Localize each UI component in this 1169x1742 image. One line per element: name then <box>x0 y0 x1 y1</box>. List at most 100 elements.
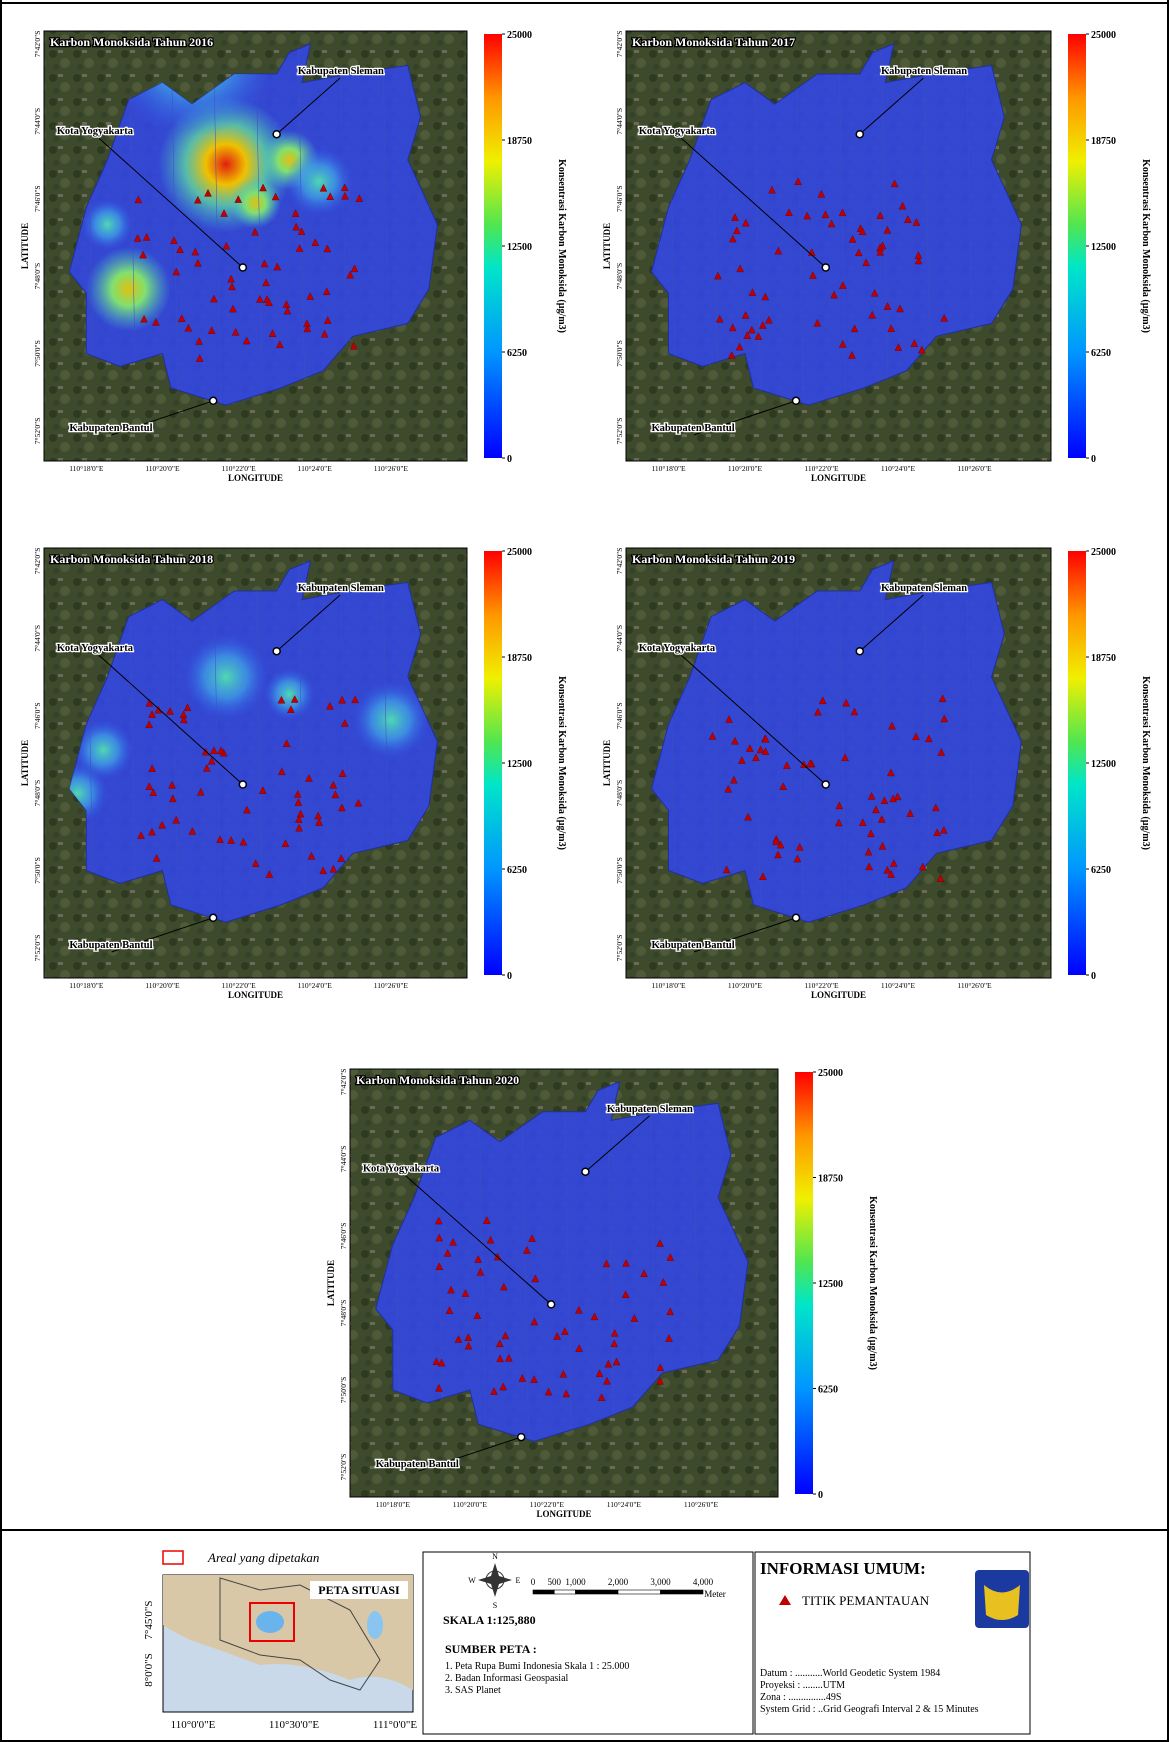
place-label: Kabupaten Bantul <box>652 940 735 951</box>
colorbar-title: Konsentrasi Karbon Monoksida (µg/m3) <box>1140 676 1151 850</box>
y-axis-label: LATITUDE <box>20 223 30 269</box>
scale-segment <box>533 1590 554 1594</box>
lat-tick: 7°42'0"S <box>615 548 624 575</box>
sources-title: SUMBER PETA : <box>445 1642 537 1656</box>
south: S <box>493 1601 497 1610</box>
lat-tick: 7°52'0"S <box>339 1454 348 1481</box>
compass <box>478 1563 512 1597</box>
colorbar-label: 6250 <box>507 348 527 359</box>
lat-tick: 7°48'0"S <box>33 263 42 290</box>
inset-lon: 110°0'0"E <box>171 1719 216 1731</box>
lon-tick: 110°20'0"E <box>145 464 180 473</box>
lat-tick: 7°46'0"S <box>339 1223 348 1250</box>
colorbar-label: 25000 <box>818 1068 843 1079</box>
lon-tick: 110°24'0"E <box>298 981 333 990</box>
lon-tick: 110°24'0"E <box>607 1500 642 1509</box>
scale-segment <box>661 1590 704 1594</box>
panel-title: Karbon Monoksida Tahun 2016 <box>50 35 213 49</box>
place-label: Kota Yogyakarta <box>57 126 134 137</box>
panel-title: Karbon Monoksida Tahun 2017 <box>632 35 795 49</box>
city <box>239 264 246 271</box>
lon-tick: 110°18'0"E <box>651 981 686 990</box>
scale-label: 4,000 <box>693 1577 714 1587</box>
colorbar-title: Konsentrasi Karbon Monoksida (µg/m3) <box>1140 159 1151 333</box>
scale-label: 3,000 <box>650 1577 671 1587</box>
area <box>256 1611 284 1633</box>
lon-tick: 110°22'0"E <box>221 464 256 473</box>
lat-tick: 7°46'0"S <box>33 185 42 212</box>
lat-tick: 7°48'0"S <box>339 1300 348 1327</box>
lon-tick: 110°26'0"E <box>684 1500 719 1509</box>
source: 2. Badan Informasi Geospasial <box>445 1673 569 1684</box>
lat-tick: 7°48'0"S <box>615 263 624 290</box>
city <box>822 264 829 271</box>
lat-tick: 7°44'0"S <box>615 625 624 652</box>
scale-label: 2,000 <box>608 1577 629 1587</box>
lon-tick: 110°20'0"E <box>728 464 763 473</box>
lon-tick: 110°24'0"E <box>881 464 916 473</box>
west: W <box>468 1576 476 1585</box>
place-label: Kota Yogyakarta <box>639 643 716 654</box>
info-line: Zona : ...............49S <box>760 1692 841 1703</box>
lat-tick: 7°46'0"S <box>615 702 624 729</box>
lat-tick: 7°46'0"S <box>615 185 624 212</box>
page: {"panels":[{"title":"Karbon Monoksida Ta… <box>0 0 1169 1742</box>
place-label: Kabupaten Sleman <box>881 583 967 594</box>
city <box>518 1434 525 1441</box>
scale-bar: 05001,0002,0003,0004,000Meter <box>531 1577 726 1599</box>
lon-tick: 110°24'0"E <box>298 464 333 473</box>
lon-tick: 110°18'0"E <box>69 464 104 473</box>
colorbar-label: 12500 <box>507 759 532 770</box>
place-label: Kabupaten Bantul <box>652 423 735 434</box>
colorbar-label: 0 <box>818 1490 823 1501</box>
lat-tick: 7°42'0"S <box>615 31 624 58</box>
place-label: Kota Yogyakarta <box>639 126 716 137</box>
lat-tick: 7°46'0"S <box>33 702 42 729</box>
map-panel: Kabupaten SlemanKota YogyakartaKabupaten… <box>602 30 1151 483</box>
place-label: Kabupaten Bantul <box>69 423 152 434</box>
colorbar <box>795 1072 813 1494</box>
colorbar-label: 25000 <box>1091 547 1116 558</box>
lat-tick: 7°50'0"S <box>615 340 624 367</box>
place-label: Kabupaten Sleman <box>607 1104 693 1115</box>
colorbar-title: Konsentrasi Karbon Monoksida (µg/m3) <box>867 1196 878 1370</box>
x-axis-label: LONGITUDE <box>228 473 283 483</box>
scale-segment <box>554 1590 575 1594</box>
lon-tick: 110°22'0"E <box>530 1500 565 1509</box>
source: 1. Peta Rupa Bumi Indonesia Skala 1 : 25… <box>445 1661 629 1672</box>
inset-title: PETA SITUASI <box>318 1583 400 1597</box>
colorbar <box>1068 34 1086 458</box>
colorbar-label: 0 <box>507 454 512 465</box>
colorbar-label: 18750 <box>818 1174 843 1185</box>
info-title: INFORMASI UMUM: <box>760 1559 926 1578</box>
place-label: Kabupaten Sleman <box>298 583 384 594</box>
city <box>793 914 800 921</box>
colorbar-label: 0 <box>1091 454 1096 465</box>
inset-lat: 7°45'0"S <box>143 1601 155 1640</box>
scale-label: 500 <box>548 1577 562 1587</box>
map-panel: Kabupaten Sleman Kota Yogyakarta Kabupaten… <box>602 547 1151 1000</box>
lat-tick: 7°44'0"S <box>33 625 42 652</box>
lat-tick: 7°50'0"S <box>339 1377 348 1404</box>
lat-tick: 7°44'0"S <box>339 1146 348 1173</box>
city <box>582 1168 589 1175</box>
lon-tick: 110°22'0"E <box>221 981 256 990</box>
east: E <box>516 1576 521 1585</box>
colorbar-label: 18750 <box>507 653 532 664</box>
colorbar-label: 0 <box>507 971 512 982</box>
colorbar-label: 6250 <box>507 865 527 876</box>
city <box>239 781 246 788</box>
x-axis-label: LONGITUDE <box>536 1509 591 1519</box>
lon-tick: 110°24'0"E <box>881 981 916 990</box>
panels: Kabupaten Sleman Kota Yogyakarta Kabupaten… <box>20 0 1151 1519</box>
lon-tick: 110°18'0"E <box>69 981 104 990</box>
colorbar <box>1068 551 1086 975</box>
lon-tick: 110°26'0"E <box>374 981 409 990</box>
panel-title: Karbon Monoksida Tahun 2018 <box>50 552 213 566</box>
info-line: Proyeksi : ........UTM <box>760 1680 845 1691</box>
panel-title: Karbon Monoksida Tahun 2020 <box>356 1073 519 1087</box>
lat-tick: 7°52'0"S <box>33 935 42 962</box>
y-axis-label: LATITUDE <box>602 223 612 269</box>
